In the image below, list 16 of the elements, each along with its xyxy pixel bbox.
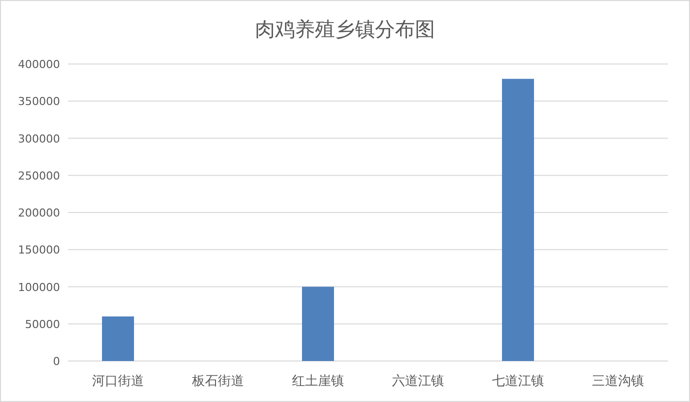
chart-title: 肉鸡养殖乡镇分布图 bbox=[255, 17, 435, 41]
x-tick-label: 河口街道 bbox=[92, 374, 144, 389]
x-tick-label: 七道江镇 bbox=[492, 374, 544, 389]
y-tick-label: 50000 bbox=[25, 318, 60, 331]
x-tick-label: 板石街道 bbox=[191, 374, 244, 389]
x-tick-label: 三道沟镇 bbox=[592, 374, 644, 389]
x-tick-label: 红土崖镇 bbox=[292, 374, 344, 389]
y-tick-label: 200000 bbox=[18, 206, 60, 220]
y-tick-label: 250000 bbox=[18, 169, 60, 182]
y-tick-label: 300000 bbox=[18, 132, 60, 146]
y-tick-label: 150000 bbox=[18, 244, 60, 257]
y-tick-label: 0 bbox=[53, 355, 60, 368]
x-tick-label: 六道江镇 bbox=[392, 374, 444, 389]
y-tick-label: 400000 bbox=[18, 58, 60, 71]
y-tick-label: 100000 bbox=[18, 280, 60, 294]
y-tick-label: 350000 bbox=[18, 95, 60, 108]
